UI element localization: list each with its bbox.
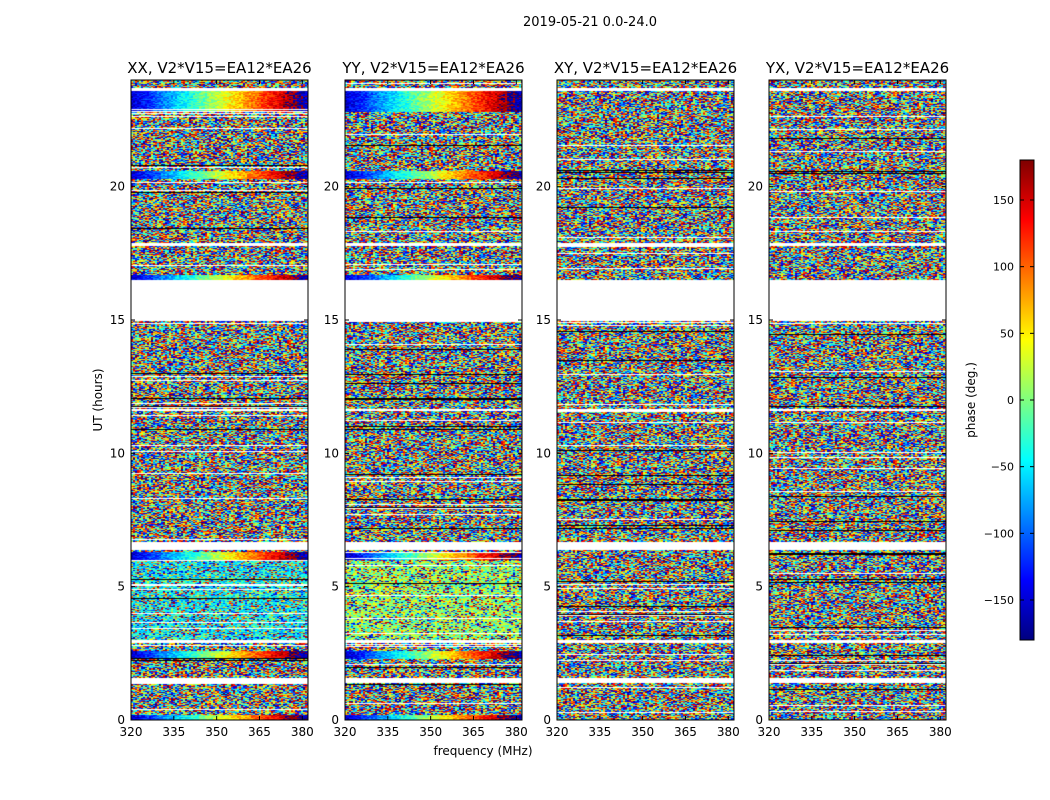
x-tick-label: 335 xyxy=(376,725,399,739)
phase-image xyxy=(345,80,522,720)
panel-3: XY, V2*V15=EA12*EA26 320 335 350 365 380 0 5 10 1… xyxy=(536,59,740,739)
x-tick-label: 350 xyxy=(843,725,866,739)
x-tick-label: 350 xyxy=(205,725,228,739)
colorbar-tick-label: 0 xyxy=(1007,394,1014,407)
axes-frame xyxy=(556,79,735,721)
phase-image xyxy=(131,80,308,720)
y-tick-label: 15 xyxy=(110,313,125,327)
colorbar-tick-label: 100 xyxy=(993,261,1014,274)
axes-frame xyxy=(768,79,947,721)
x-axis-label: frequency (MHz) xyxy=(433,744,532,758)
x-tick-label: 335 xyxy=(162,725,185,739)
y-tick-label: 0 xyxy=(117,713,125,727)
y-tick-label: 0 xyxy=(543,713,551,727)
y-axis-label: UT (hours) xyxy=(91,368,105,431)
y-tick-label: 5 xyxy=(755,580,763,594)
y-tick-label: 10 xyxy=(748,446,763,460)
x-tick-label: 335 xyxy=(800,725,823,739)
y-tick-label: 10 xyxy=(110,446,125,460)
x-tick-label: 365 xyxy=(674,725,697,739)
x-tick-label: 320 xyxy=(546,725,569,739)
x-tick-label: 365 xyxy=(462,725,485,739)
x-tick-label: 365 xyxy=(248,725,271,739)
y-tick-label: 10 xyxy=(536,446,551,460)
y-tick-label: 20 xyxy=(110,180,125,194)
y-tick-label: 15 xyxy=(536,313,551,327)
panel-4: YX, V2*V15=EA12*EA26 320 335 350 365 380 0 5 10 1… xyxy=(748,59,952,739)
x-tick-label: 320 xyxy=(120,725,143,739)
x-tick-label: 320 xyxy=(334,725,357,739)
y-tick-label: 5 xyxy=(331,580,339,594)
x-tick-label: 380 xyxy=(291,725,314,739)
phase-image xyxy=(557,80,734,720)
colorbar-label: phase (deg.) xyxy=(964,362,978,438)
x-tick-label: 350 xyxy=(419,725,442,739)
colorbar-tick-label: 150 xyxy=(993,194,1014,207)
panel-title: XX, V2*V15=EA12*EA26 xyxy=(127,59,311,77)
y-tick-label: 20 xyxy=(536,180,551,194)
colorbar: 150 100 50 0 −50 −100 −150 xyxy=(984,159,1035,641)
y-tick-label: 15 xyxy=(324,313,339,327)
y-tick-label: 0 xyxy=(755,713,763,727)
panel-1: XX, V2*V15=EA12*EA26 320 335 350 365 380 0 5 10 1… xyxy=(110,59,314,739)
panel-title: XY, V2*V15=EA12*EA26 xyxy=(554,59,737,77)
y-tick-label: 0 xyxy=(331,713,339,727)
colorbar-tick-label: −150 xyxy=(984,594,1014,607)
colorbar-tick-label: 50 xyxy=(1000,327,1014,340)
y-tick-label: 10 xyxy=(324,446,339,460)
y-tick-label: 20 xyxy=(748,180,763,194)
axes-frame xyxy=(344,79,523,721)
y-tick-label: 20 xyxy=(324,180,339,194)
x-tick-label: 380 xyxy=(505,725,528,739)
x-tick-label: 365 xyxy=(886,725,909,739)
axes-frame xyxy=(130,79,309,721)
y-tick-label: 5 xyxy=(543,580,551,594)
y-tick-label: 15 xyxy=(748,313,763,327)
colorbar-tick-label: −50 xyxy=(991,461,1014,474)
y-tick-label: 5 xyxy=(117,580,125,594)
phase-image xyxy=(769,80,946,720)
panel-title: YX, V2*V15=EA12*EA26 xyxy=(765,59,949,77)
x-tick-label: 380 xyxy=(929,725,952,739)
x-tick-label: 380 xyxy=(717,725,740,739)
colorbar-tick-label: −100 xyxy=(984,527,1014,540)
figure-title: 2019-05-21 0.0-24.0 xyxy=(523,15,657,30)
x-tick-label: 335 xyxy=(588,725,611,739)
x-tick-label: 320 xyxy=(758,725,781,739)
x-tick-label: 350 xyxy=(631,725,654,739)
panel-2: YY, V2*V15=EA12*EA26 320 335 350 365 380 0 5 10 1… xyxy=(324,59,528,739)
panel-title: YY, V2*V15=EA12*EA26 xyxy=(341,59,524,77)
